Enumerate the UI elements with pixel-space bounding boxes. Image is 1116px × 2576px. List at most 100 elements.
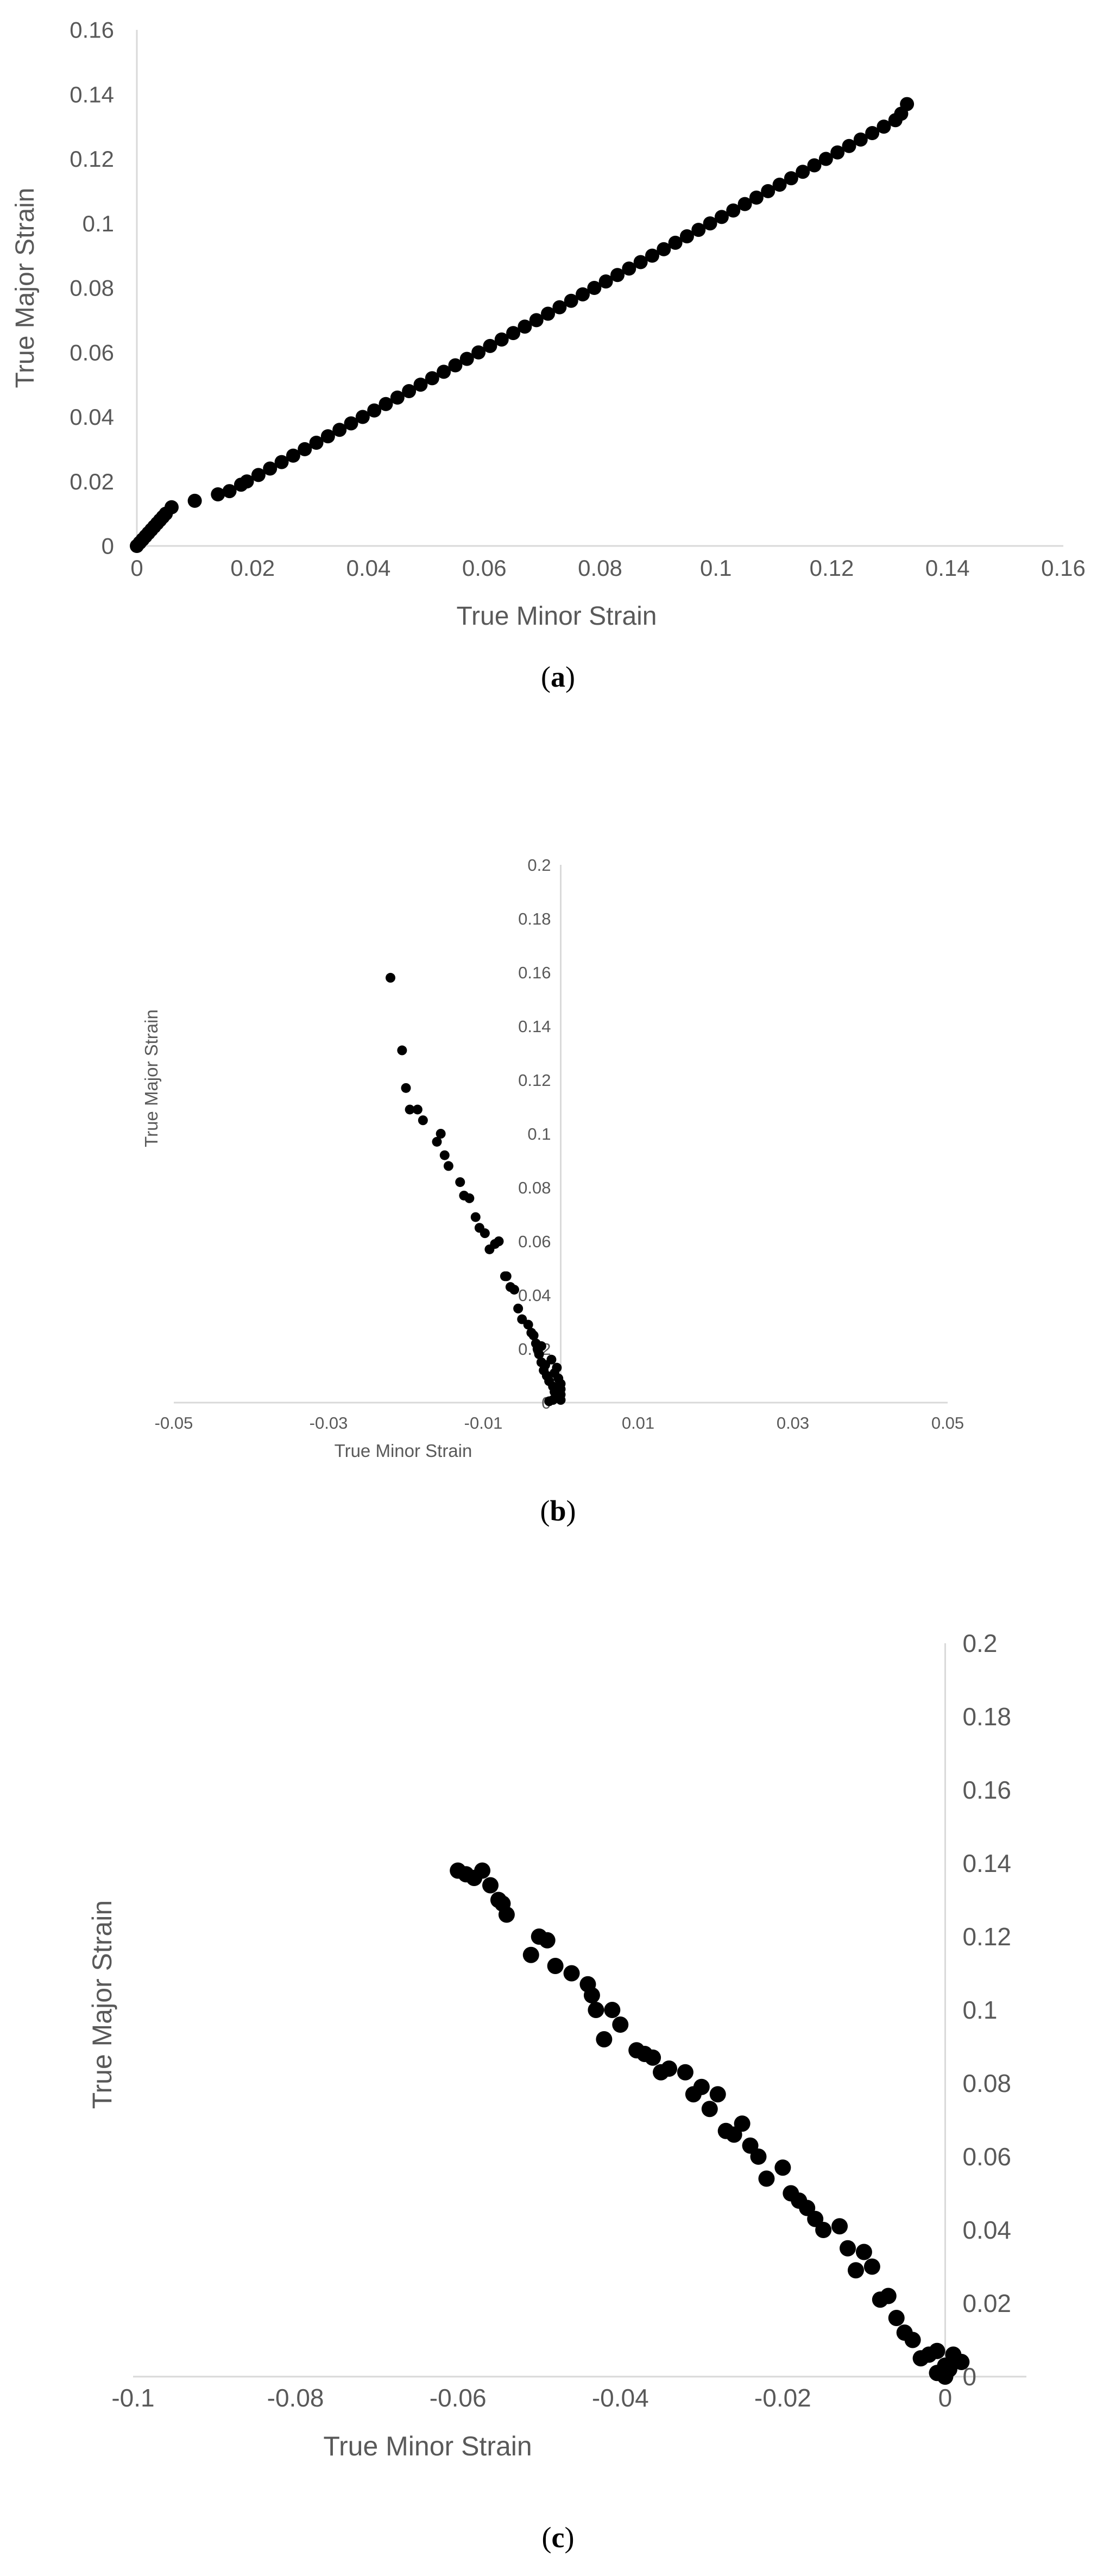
y-tick-label: 0 — [102, 533, 114, 559]
data-point — [413, 378, 428, 392]
caption-b: (b) — [540, 1494, 576, 1527]
y-tick-label: 0.16 — [962, 1776, 1011, 1804]
data-point — [587, 281, 602, 295]
data-point — [847, 2262, 864, 2279]
y-tick-label: 0.14 — [518, 1017, 551, 1036]
data-point — [840, 2240, 856, 2257]
data-point — [749, 190, 764, 205]
data-point — [815, 2222, 832, 2238]
x-tick-label: -0.05 — [155, 1413, 193, 1432]
data-point — [877, 120, 891, 134]
x-axis-label: True Minor Strain — [457, 602, 657, 631]
y-tick-label: 0.2 — [527, 856, 551, 875]
data-point — [818, 152, 833, 166]
x-axis-label: True Minor Strain — [335, 1441, 472, 1461]
data-point — [604, 2002, 621, 2018]
data-point — [622, 261, 636, 276]
data-point — [320, 429, 335, 444]
data-point — [758, 2170, 775, 2187]
data-point — [853, 132, 868, 147]
data-point — [941, 2361, 957, 2378]
data-point — [534, 1349, 544, 1359]
data-point — [863, 2258, 880, 2275]
data-point — [900, 97, 915, 111]
x-tick-label: 0.08 — [578, 555, 622, 581]
data-point — [439, 1150, 450, 1160]
data-point — [539, 1932, 556, 1949]
y-tick-label: 0.08 — [962, 2069, 1011, 2097]
y-tick-label: 0.18 — [518, 909, 551, 928]
y-tick-label: 0.18 — [962, 1702, 1011, 1731]
data-point — [523, 1320, 533, 1330]
x-tick-label: -0.02 — [754, 2384, 811, 2412]
data-point — [425, 371, 439, 386]
y-tick-label: 0.06 — [70, 340, 114, 365]
data-point — [498, 1906, 515, 1923]
data-point — [412, 1104, 423, 1115]
chart-panel-a: 0 0.02 0.04 0.06 0.08 0.1 0.12 0.14 0.16 0 0.02 0.0… — [0, 0, 1116, 722]
data-point — [709, 2086, 726, 2103]
x-tick-label: 0.03 — [777, 1413, 809, 1432]
data-point — [437, 365, 451, 379]
y-tick-label: 0.1 — [527, 1124, 551, 1144]
data-point — [657, 242, 671, 256]
data-point — [309, 436, 324, 450]
data-point — [211, 487, 225, 501]
y-tick-label: 0.1 — [83, 211, 114, 236]
x-tick-label: 0.01 — [622, 1413, 654, 1432]
data-point — [344, 416, 358, 431]
x-tick-label: 0.06 — [462, 555, 507, 581]
data-point — [701, 2101, 718, 2118]
x-tick-label: 0.12 — [810, 555, 854, 581]
data-point — [513, 1303, 524, 1314]
data-point — [355, 410, 370, 424]
data-point — [501, 1271, 512, 1281]
data-point — [904, 2332, 921, 2348]
data-point — [668, 235, 683, 250]
data-point — [552, 300, 567, 315]
x-tick-label: 0 — [938, 2384, 953, 2412]
y-tick-label: 0.02 — [962, 2289, 1011, 2317]
x-tick-label: 0.05 — [931, 1413, 964, 1432]
data-point — [464, 1193, 475, 1203]
data-point — [455, 1177, 465, 1188]
data-point — [482, 1877, 499, 1894]
y-tick-label: 0.04 — [962, 2216, 1011, 2244]
data-point — [842, 139, 856, 153]
data-point — [239, 474, 254, 489]
data-point — [679, 229, 694, 243]
caption-c: (c) — [541, 2521, 575, 2554]
data-point — [645, 248, 659, 263]
data-point — [432, 1136, 442, 1147]
data-point — [563, 1965, 580, 1982]
data-point — [528, 1330, 539, 1341]
data-point — [405, 1104, 415, 1115]
data-point — [471, 345, 486, 360]
data-point — [661, 2060, 677, 2077]
data-point — [518, 319, 532, 334]
data-point — [509, 1285, 519, 1295]
data-point — [645, 2049, 661, 2066]
data-point — [536, 1341, 546, 1352]
data-point — [390, 390, 405, 405]
x-tick-label: 0 — [130, 555, 143, 581]
y-tick-label: 0.04 — [70, 404, 114, 430]
data-point — [855, 2244, 872, 2260]
y-tick-label: 0.08 — [70, 275, 114, 301]
data-point — [222, 484, 237, 499]
data-point — [459, 351, 474, 366]
data-point — [576, 287, 590, 301]
chart-panel-b: -0.05-0.03-0.010.010.030.0500.020.040.06… — [0, 722, 1116, 1554]
x-tick-label: 0.04 — [346, 555, 391, 581]
data-point — [761, 184, 775, 198]
x-tick-label: -0.06 — [430, 2384, 487, 2412]
data-point — [187, 493, 202, 508]
data-point — [522, 1946, 539, 1963]
y-tick-label: 0.12 — [70, 146, 114, 172]
data-point — [830, 145, 845, 160]
y-tick-label: 0.12 — [518, 1071, 551, 1090]
data-point — [677, 2064, 693, 2081]
data-point — [251, 468, 266, 482]
data-point — [164, 500, 179, 514]
data-point — [564, 293, 578, 308]
